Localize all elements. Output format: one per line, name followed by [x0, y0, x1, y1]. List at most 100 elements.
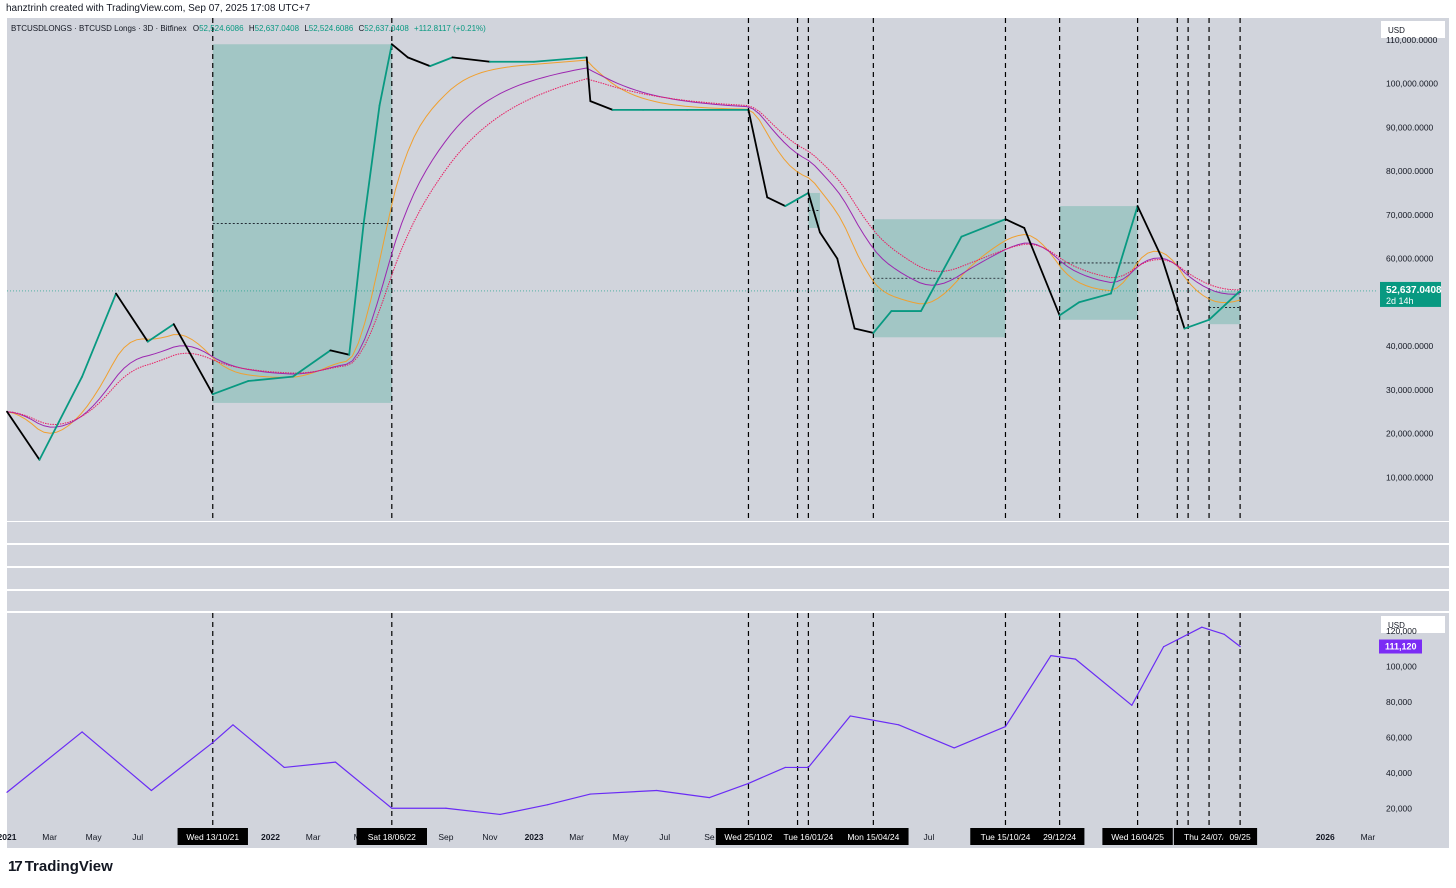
currency-button-bottom[interactable]: USD: [1388, 621, 1405, 630]
legend-l-label: L: [304, 24, 309, 33]
time-tick: May: [86, 832, 103, 842]
btc-segment: [1050, 654, 1077, 660]
btc-segment: [898, 724, 955, 749]
legend-o-label: O: [193, 24, 199, 33]
longs-segment: [747, 108, 769, 199]
btc-segment: [1074, 658, 1133, 706]
longs-segment: [329, 349, 351, 356]
longs-segment: [960, 218, 1007, 238]
btc-segment: [150, 741, 214, 792]
btc-tick: 100,000: [1386, 661, 1417, 671]
time-tick: 2026: [1316, 832, 1335, 842]
btc-tick: 120,000: [1386, 626, 1417, 636]
legend-low: 52,524.6086: [309, 24, 354, 33]
time-tick: Sep: [438, 832, 453, 842]
legend-high: 52,637.0408: [255, 24, 300, 33]
tradingview-logo[interactable]: 17 TradingView: [8, 858, 113, 875]
time-tick: 2023: [525, 832, 544, 842]
time-tick: Nov: [482, 832, 498, 842]
marker-label-bg: [838, 828, 909, 845]
longs-segment: [429, 56, 454, 68]
longs-segment: [1208, 290, 1242, 321]
btc-price-value: 111,120: [1385, 642, 1417, 652]
btc-segment: [1131, 646, 1165, 706]
price-tick: 110,000.0000: [1386, 35, 1438, 45]
longs-segment: [585, 56, 592, 103]
last-price-badge: [1380, 281, 1441, 307]
btc-tick: 80,000: [1386, 697, 1412, 707]
legend-change: +112.8117 (+0.21%): [414, 24, 486, 33]
marker-label: Tue 16/01/24: [783, 832, 833, 842]
time-tick: Mar: [1361, 832, 1376, 842]
marker-label: Wed 25/10/2: [724, 832, 772, 842]
marker-label-bg: [177, 828, 248, 845]
btc-price-badge: [1379, 639, 1422, 654]
longs-segment: [1183, 318, 1210, 330]
price-tick: 80,000.0000: [1386, 166, 1434, 176]
btc-segment: [656, 789, 711, 799]
longs-segment: [81, 292, 117, 378]
currency-button-top[interactable]: USD: [1388, 26, 1405, 35]
empty-pane-3: [7, 568, 1449, 589]
longs-segment: [291, 349, 332, 378]
marker-label: 09/25: [1229, 832, 1251, 842]
longs-segment: [115, 292, 149, 343]
longs-segment: [1004, 218, 1026, 229]
btc-segment: [212, 724, 234, 744]
legend-open: 52,524.6086: [199, 24, 244, 33]
bar-countdown: 2d 14h: [1386, 296, 1414, 306]
longs-segment: [533, 56, 588, 63]
legend-h-label: H: [249, 24, 255, 33]
btc-segment: [283, 761, 337, 769]
longs-segment: [766, 196, 787, 207]
position-zone: [1059, 206, 1138, 320]
btc-segment: [747, 766, 786, 785]
vertical-markers: [212, 18, 1241, 826]
time-tick: Se: [704, 832, 715, 842]
btc-segment: [807, 715, 851, 769]
longs-segment: [451, 56, 491, 63]
marker-label: Sat 18/06/22: [368, 832, 416, 842]
currency-button-top-bg[interactable]: [1381, 21, 1445, 38]
legend-close: 52,637.0408: [364, 24, 409, 33]
btc-pane-bg: [7, 613, 1378, 826]
marker-label: Mon 15/04/24: [847, 832, 899, 842]
tv-brand: TradingView: [24, 858, 113, 875]
btc-segment: [708, 782, 750, 799]
btc-segment: [334, 761, 393, 809]
currency-button-bottom-bg[interactable]: [1381, 616, 1445, 633]
btc-tick: 60,000: [1386, 732, 1412, 742]
btc-segment: [547, 793, 591, 806]
longs-segment: [1078, 292, 1112, 304]
btc-segment: [499, 804, 549, 816]
btc-segment: [1223, 633, 1241, 648]
empty-pane-2: [7, 545, 1449, 566]
longs-segment: [1023, 227, 1061, 317]
time-tick: Jul: [659, 832, 670, 842]
time-tick: Mar: [306, 832, 321, 842]
chart-header: hanztrinh created with TradingView.com, …: [6, 3, 311, 14]
longs-segment: [807, 192, 821, 234]
btc-segment: [6, 731, 83, 793]
price-tick: 20,000.0000: [1386, 429, 1434, 439]
time-tick: Mar: [42, 832, 57, 842]
btc-segment: [81, 731, 152, 792]
marker-label: 29/12/24: [1043, 832, 1076, 842]
price-tick: 10,000.0000: [1386, 472, 1434, 482]
price-tick: 60,000.0000: [1386, 254, 1434, 264]
longs-segment: [1109, 205, 1139, 295]
moving-averages: [6, 59, 1241, 434]
legend-c-label: C: [359, 24, 365, 33]
longs-segment: [211, 380, 250, 396]
moving-average-line: [6, 59, 1241, 434]
marker-label-bg: [1223, 828, 1258, 845]
btcusdlongs-series: [6, 43, 1242, 461]
longs-segment: [6, 410, 41, 461]
time-tick: 2022: [261, 832, 280, 842]
marker-label: Wed 16/04/25: [1111, 832, 1164, 842]
longs-segment: [836, 257, 856, 330]
position-zones: [212, 44, 1241, 403]
longs-segment: [378, 43, 393, 107]
time-tick: Jul: [132, 832, 143, 842]
